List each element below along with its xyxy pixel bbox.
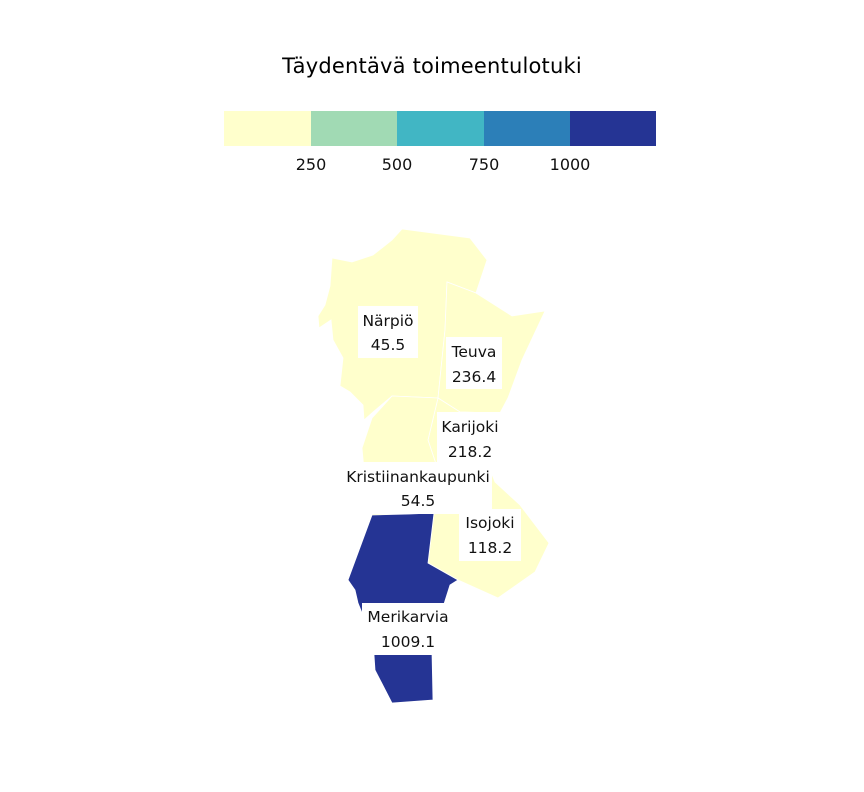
legend-swatch-5 [570, 111, 656, 146]
label-isojoki-value: 118.2 [468, 539, 512, 557]
label-kristiinankaupunki-value: 54.5 [401, 492, 436, 510]
legend-tick-250: 250 [296, 155, 327, 174]
label-isojoki-name: Isojoki [465, 514, 514, 532]
legend-swatch-4 [484, 111, 570, 146]
map-title: Täydentävä toimeentulotuki [282, 54, 582, 78]
label-merikarvia-value: 1009.1 [381, 633, 435, 651]
label-narpio-name: Närpiö [362, 312, 413, 330]
label-karijoki-name: Karijoki [441, 418, 498, 436]
region-labels: Närpiö 45.5 Teuva 236.4 Karijoki 218.2 K… [344, 306, 521, 655]
legend-tick-750: 750 [469, 155, 500, 174]
legend-swatch-3 [397, 111, 484, 146]
label-narpio-value: 45.5 [371, 336, 406, 354]
legend-swatch-2 [311, 111, 397, 146]
label-teuva-name: Teuva [451, 343, 497, 361]
legend-tick-500: 500 [382, 155, 413, 174]
legend-tick-1000: 1000 [550, 155, 591, 174]
label-merikarvia-name: Merikarvia [367, 608, 448, 626]
label-karijoki-value: 218.2 [448, 443, 492, 461]
label-teuva-value: 236.4 [452, 368, 496, 386]
label-kristiinankaupunki-name: Kristiinankaupunki [346, 468, 490, 486]
legend-swatch-1 [224, 111, 311, 146]
legend: 250 500 750 1000 [224, 111, 656, 174]
